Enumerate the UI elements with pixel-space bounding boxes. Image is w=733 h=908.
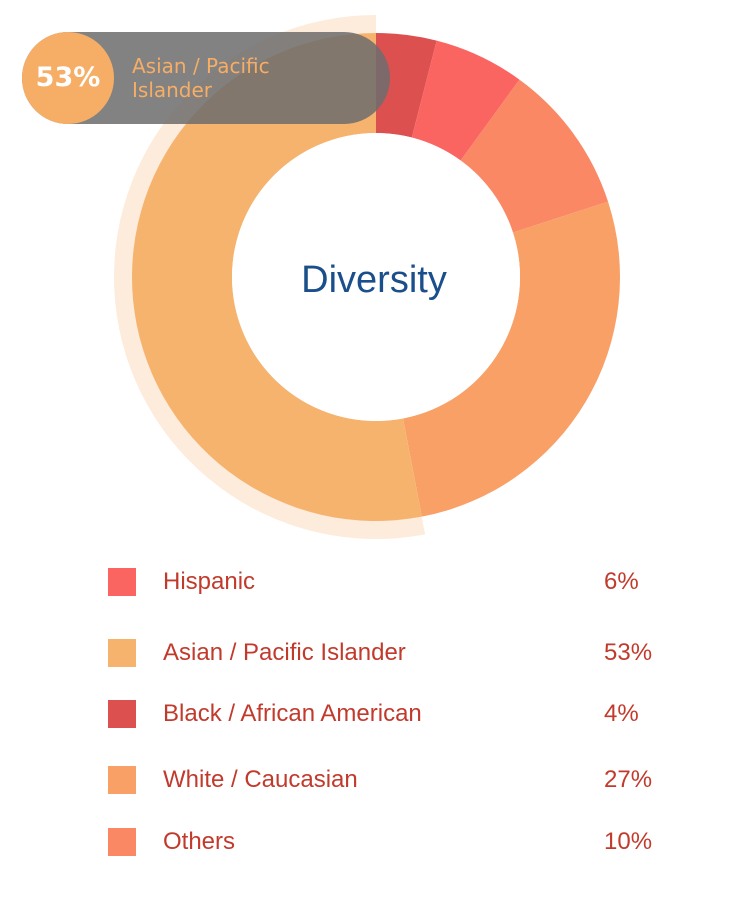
legend-item-others[interactable]: Others 10% [0,822,733,862]
legend-item-white-caucasian[interactable]: White / Caucasian 27% [0,760,733,800]
slice-asian-pacific-islander[interactable] [131,33,422,521]
slice-hispanic[interactable] [411,40,520,161]
legend-item-hispanic[interactable]: Hispanic 6% [0,562,733,602]
legend-value: 53% [604,639,653,666]
tooltip-label: Asian / Pacific Islander [132,54,270,102]
legend-swatch [108,639,136,667]
legend-label: Hispanic [163,568,256,595]
legend-label: Asian / Pacific Islander [163,639,406,666]
donut-hole [232,133,520,421]
legend-item-asian-pacific-islander[interactable]: Asian / Pacific Islander 53% [0,633,733,673]
legend-label: White / Caucasian [163,766,358,793]
legend-item-black-african-american[interactable]: Black / African American 4% [0,694,733,734]
legend-value: 10% [604,828,653,855]
tooltip-value: 53% [22,32,114,124]
donut-chart: Diversity [113,15,620,539]
slice-white-caucasian[interactable] [402,201,620,517]
legend-swatch [108,828,136,856]
chart-title: Diversity [301,259,447,301]
legend-swatch [108,766,136,794]
legend-label: Black / African American [163,700,422,727]
legend-swatch [108,568,136,596]
legend-swatch [108,700,136,728]
slice-black-african-american[interactable] [376,33,437,138]
slice-others[interactable] [460,79,609,233]
legend-value: 27% [604,766,653,793]
legend-label: Others [163,828,236,855]
legend-value: 6% [604,568,639,595]
legend-value: 4% [604,700,639,727]
slice-tooltip: 53% Asian / Pacific Islander [22,32,390,124]
